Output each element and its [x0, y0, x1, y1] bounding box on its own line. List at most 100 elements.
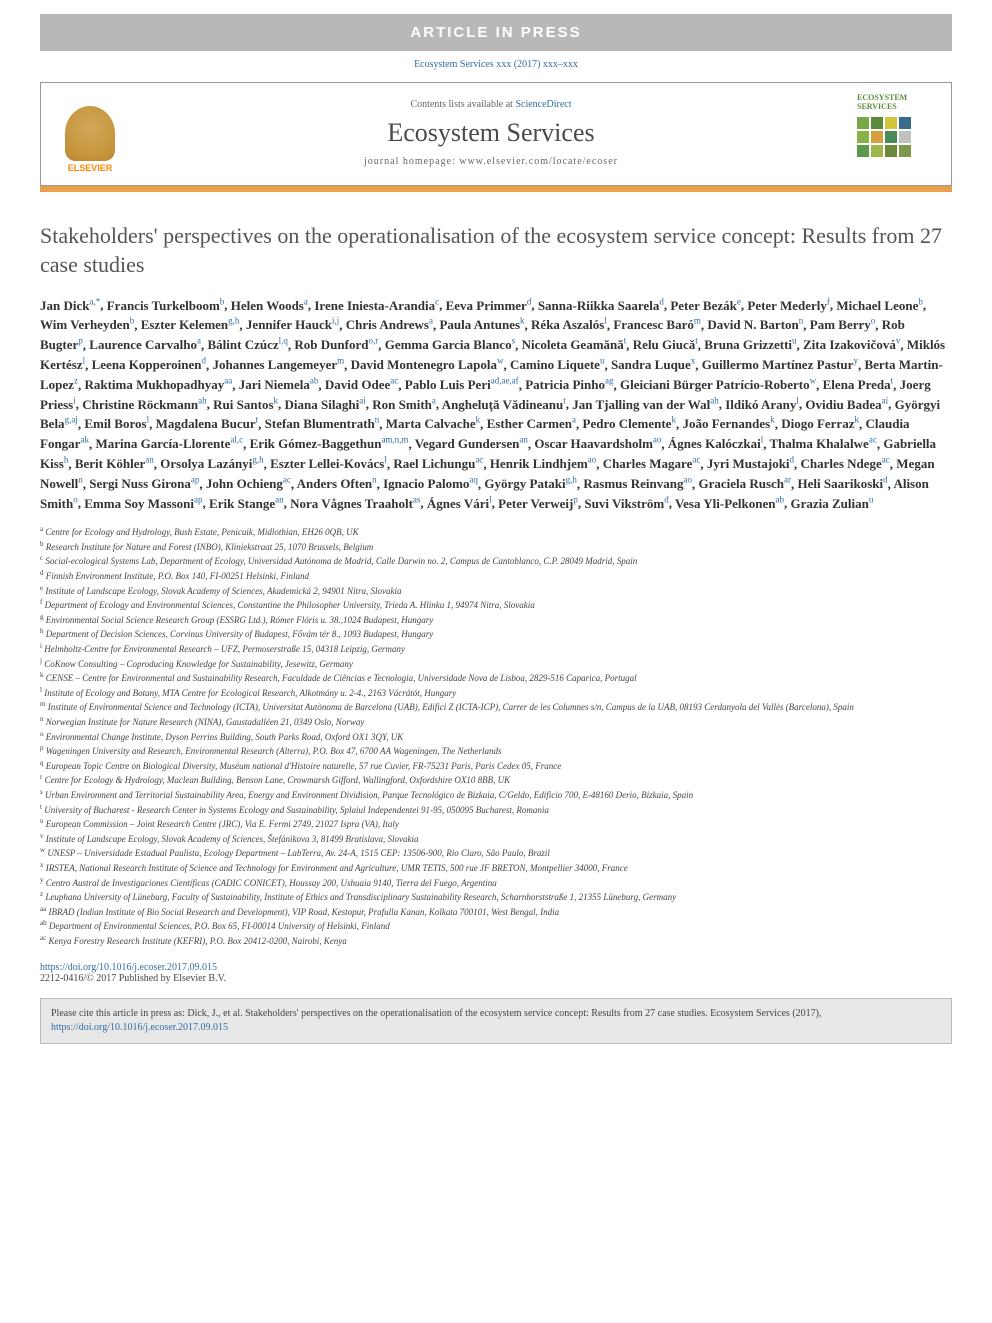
author: Erik Stangean	[209, 496, 284, 511]
author: Charles Magareac	[603, 456, 701, 471]
affiliation: l Institute of Ecology and Botany, MTA C…	[40, 686, 952, 700]
author: Ron Smitha	[372, 397, 436, 412]
sciencedirect-link[interactable]: ScienceDirect	[515, 99, 571, 110]
author: Emma Soy Massoniap	[84, 496, 202, 511]
affiliation: k CENSE – Centre for Environmental and S…	[40, 671, 952, 685]
affiliation: m Institute of Environmental Science and…	[40, 700, 952, 714]
author: Peter Verweijp	[498, 496, 578, 511]
author: Chris Andrewsa	[346, 317, 433, 332]
author: David Montenegro Lapolaw	[351, 357, 504, 372]
author: Emil Borosl	[84, 416, 149, 431]
author: Marina García-Llorenteal,c	[95, 436, 243, 451]
author: Elena Predat	[823, 377, 894, 392]
affiliation: s Urban Environment and Territorial Sust…	[40, 788, 952, 802]
affiliation: n Norwegian Institute for Nature Researc…	[40, 715, 952, 729]
author: Bruna Grizzettiu	[704, 337, 796, 352]
author: David Odeeac	[325, 377, 398, 392]
affiliation: g Environmental Social Science Research …	[40, 613, 952, 627]
author: Jyri Mustajokid	[707, 456, 794, 471]
author: Berit Köhleran	[75, 456, 154, 471]
author: Francesc Baróm	[613, 317, 701, 332]
author: Bálint Czúczl,q	[208, 337, 288, 352]
affiliation: v Institute of Landscape Ecology, Slovak…	[40, 832, 952, 846]
author: Sergi Nuss Gironaap	[89, 476, 199, 491]
journal-name: Ecosystem Services	[139, 118, 843, 148]
author: Pedro Clementek	[583, 416, 676, 431]
author: Francis Turkelboomb	[107, 298, 225, 313]
author: Ignacio Palomoaq	[383, 476, 478, 491]
elsevier-label: ELSEVIER	[68, 163, 113, 173]
author: Relu Giucăt	[633, 337, 698, 352]
affiliation: ab Department of Environmental Sciences,…	[40, 919, 952, 933]
affiliation: h Department of Decision Sciences, Corvi…	[40, 627, 952, 641]
author: Jennifer Haucki,j	[246, 317, 339, 332]
author: Pam Berryo	[810, 317, 876, 332]
author: Jari Niemelaab	[239, 377, 319, 392]
author: Gleiciani Bürger Patrício-Robertow	[620, 377, 816, 392]
author: Heli Saarikoskid	[798, 476, 888, 491]
author: Nicoleta Geamănăt	[522, 337, 627, 352]
copyright-line: 2212-0416/© 2017 Published by Elsevier B…	[40, 973, 226, 984]
author: Helen Woodsa	[231, 298, 308, 313]
journal-cover-logo: ECOSYSTEM SERVICES	[857, 93, 937, 173]
author: Sanna-Riikka Saarelad	[538, 298, 664, 313]
author: John Ochiengac	[206, 476, 291, 491]
affiliation: p Wageningen University and Research, En…	[40, 744, 952, 758]
affiliation: q European Topic Centre on Biological Di…	[40, 759, 952, 773]
affiliation: b Research Institute for Nature and Fore…	[40, 540, 952, 554]
affiliation: ac Kenya Forestry Research Institute (KE…	[40, 934, 952, 948]
author: Graciela Ruschar	[698, 476, 791, 491]
affiliation: r Centre for Ecology & Hydrology, Maclea…	[40, 773, 952, 787]
author: Henrik Lindhjemao	[490, 456, 596, 471]
author: Eszter Kelemeng,h	[141, 317, 240, 332]
author: Rui Santosk	[213, 397, 278, 412]
author: Jan Tjalling van der Walah	[572, 397, 719, 412]
affiliation: a Centre for Ecology and Hydrology, Bush…	[40, 525, 952, 539]
affiliations-list: a Centre for Ecology and Hydrology, Bush…	[40, 525, 952, 947]
author: Zita Izakovičováv	[803, 337, 900, 352]
author: Johannes Langemeyerm	[213, 357, 345, 372]
cite-doi-link[interactable]: https://doi.org/10.1016/j.ecoser.2017.09…	[51, 1022, 228, 1033]
author: Camino Liqueteu	[510, 357, 604, 372]
author: Paula Antunesk	[439, 317, 524, 332]
author: Eszter Lellei-Kovácsl	[270, 456, 387, 471]
journal-header-box: ELSEVIER Contents lists available at Sci…	[40, 82, 952, 186]
logo-square	[871, 131, 883, 143]
author: Ildikó Aranyl	[725, 397, 799, 412]
author: Ovidiu Badeaai	[805, 397, 888, 412]
journal-logo-squares	[857, 117, 911, 157]
author: Orsolya Lazányig,h	[160, 456, 263, 471]
logo-square	[899, 131, 911, 143]
article-title: Stakeholders' perspectives on the operat…	[40, 222, 952, 279]
logo-square	[871, 117, 883, 129]
author: Pablo Luis Periad,ae,af	[405, 377, 519, 392]
affiliation: u European Commission – Joint Research C…	[40, 817, 952, 831]
author: Ágnes Kalóczkail	[668, 436, 763, 451]
affiliation: e Institute of Landscape Ecology, Slovak…	[40, 584, 952, 598]
affiliation: c Social-ecological Systems Lab, Departm…	[40, 554, 952, 568]
citation-header: Ecosystem Services xxx (2017) xxx–xxx	[0, 59, 992, 70]
doi-link[interactable]: https://doi.org/10.1016/j.ecoser.2017.09…	[40, 962, 217, 973]
author: Peter Bezáke	[670, 298, 741, 313]
author: Anders Oftenn	[297, 476, 377, 491]
author: Magdalena Bucurt	[156, 416, 259, 431]
author: Gemma Garcia Blancos	[385, 337, 515, 352]
author: Laurence Carvalhoa	[89, 337, 201, 352]
author: Wim Verheydenb	[40, 317, 134, 332]
affiliation: o Environmental Change Institute, Dyson …	[40, 730, 952, 744]
author: Marta Calvachek	[386, 416, 480, 431]
author: Rael Lichunguac	[393, 456, 483, 471]
logo-square	[857, 145, 869, 157]
author: Ágnes Váril	[427, 496, 492, 511]
author: György Patakig,h	[484, 476, 577, 491]
author: Réka Aszalósl	[531, 317, 607, 332]
author: Vegard Gundersenan	[415, 436, 528, 451]
author: Nora Vågnes Traaholtas	[290, 496, 420, 511]
header-center: Contents lists available at ScienceDirec…	[139, 99, 843, 167]
author: Irene Iniesta-Arandiac	[314, 298, 439, 313]
author: Vesa Yli-Pelkonenab	[675, 496, 784, 511]
doi-section: https://doi.org/10.1016/j.ecoser.2017.09…	[40, 962, 952, 984]
contents-line: Contents lists available at ScienceDirec…	[139, 99, 843, 110]
affiliation: t University of Bucharest - Research Cen…	[40, 803, 952, 817]
author: Angheluţă Vădineanut	[442, 397, 566, 412]
